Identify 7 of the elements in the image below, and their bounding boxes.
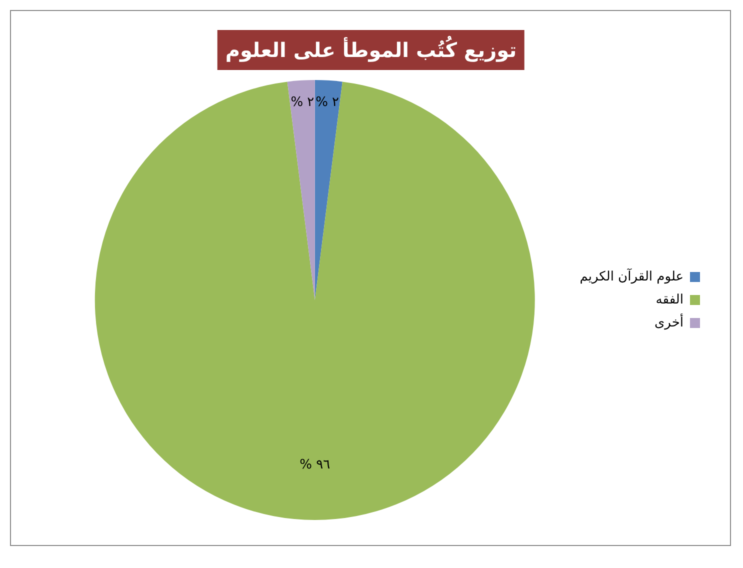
- legend-label: علوم القرآن الكريم: [580, 267, 684, 284]
- chart-title: توزيع كُتُب الموطأ على العلوم: [217, 30, 525, 70]
- data-label: ٢ %: [290, 94, 314, 110]
- data-label: ٩٦ %: [300, 457, 330, 472]
- legend-label: أخرى: [654, 313, 684, 330]
- data-label: ٢ %: [316, 94, 340, 110]
- legend-label: الفقه: [656, 292, 684, 308]
